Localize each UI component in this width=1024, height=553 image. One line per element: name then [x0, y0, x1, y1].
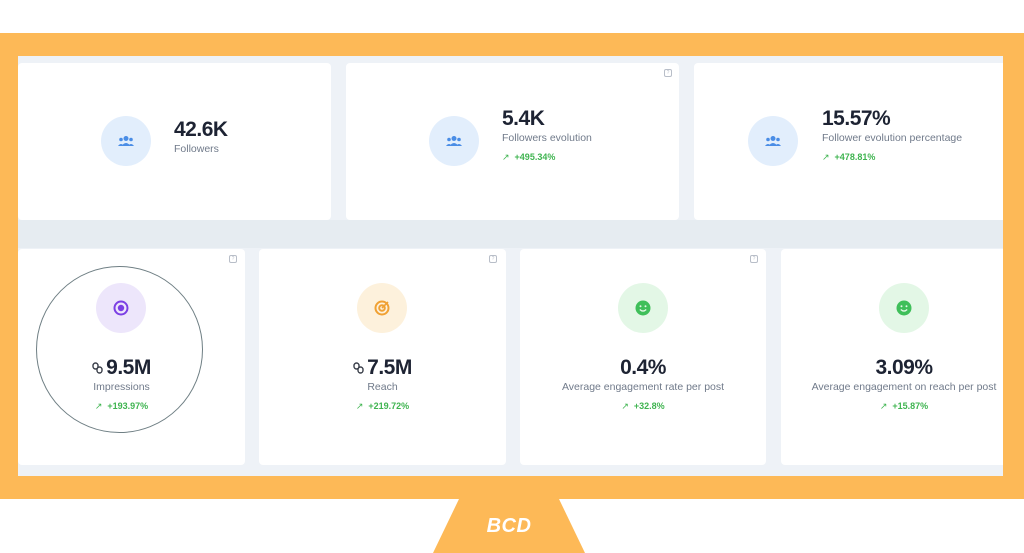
section-divider — [18, 220, 1003, 248]
delta-text: +15.87% — [892, 401, 929, 411]
help-icon[interactable]: ? — [750, 255, 758, 263]
users-icon — [429, 116, 479, 166]
metric-label: Average engagement on reach per post — [811, 381, 997, 393]
help-icon[interactable]: ? — [229, 255, 237, 263]
metric-label: Followers evolution — [502, 132, 592, 144]
followers-card: 42.6K Followers — [18, 63, 331, 220]
metric-label: Follower evolution percentage — [822, 132, 963, 144]
engagement-on-reach-card: 3.09% Average engagement on reach per po… — [781, 249, 1003, 465]
users-icon — [101, 116, 151, 166]
help-icon[interactable]: ? — [664, 69, 672, 77]
metric-delta: ↗ +478.81% — [822, 151, 962, 163]
highlight-ring — [36, 266, 203, 433]
metric-value: 5.4K — [502, 107, 545, 130]
trend-up-icon: ↗ — [502, 152, 510, 162]
delta-text: +495.34% — [514, 152, 556, 162]
smiley-icon — [618, 283, 668, 333]
metric-delta: ↗ +495.34% — [502, 151, 592, 163]
metric-value: 15.57% — [822, 107, 891, 130]
metric-label: Average engagement rate per post — [561, 381, 725, 393]
dashboard-panel: 42.6K Followers ? 5.4K Followers evoluti… — [18, 56, 1003, 476]
target-icon — [357, 283, 407, 333]
brand-badge-text: BCD — [486, 514, 532, 537]
help-icon[interactable]: ? — [489, 255, 497, 263]
metric-delta: ↗ +219.72% — [259, 400, 506, 412]
metric-delta: ↗ +32.8% — [520, 400, 766, 412]
metric-value: 42.6K — [174, 118, 228, 141]
reach-card: ? 7.5M Reach ↗ +219.72% — [259, 249, 506, 465]
trend-up-icon: ↗ — [822, 152, 830, 162]
metric-label: Followers — [174, 143, 219, 155]
users-icon — [748, 116, 798, 166]
metric-label: Reach — [367, 381, 398, 394]
smiley-icon — [879, 283, 929, 333]
followers-evolution-card: ? 5.4K Followers evolution ↗ +495.34% — [346, 63, 679, 220]
trend-up-icon: ↗ — [355, 401, 364, 412]
metric-value: 7.5M — [259, 356, 506, 380]
metric-value: 0.4% — [620, 356, 666, 379]
engagement-rate-card: ? 0.4% Average engagement rate per post … — [520, 249, 766, 465]
trend-up-icon: ↗ — [879, 401, 888, 411]
brand-badge: BCD — [433, 499, 585, 553]
metric-value-text: 7.5M — [367, 356, 412, 379]
link-icon — [353, 356, 364, 380]
follower-evolution-percentage-card: 15.57% Follower evolution percentage ↗ +4… — [694, 63, 1003, 220]
metric-delta: ↗ +15.87% — [806, 400, 1002, 412]
metric-value: 3.09% — [875, 356, 933, 379]
delta-text: +478.81% — [834, 152, 876, 162]
delta-text: +32.8% — [633, 401, 665, 411]
trend-up-icon: ↗ — [621, 401, 629, 411]
delta-text: +219.72% — [368, 401, 410, 412]
